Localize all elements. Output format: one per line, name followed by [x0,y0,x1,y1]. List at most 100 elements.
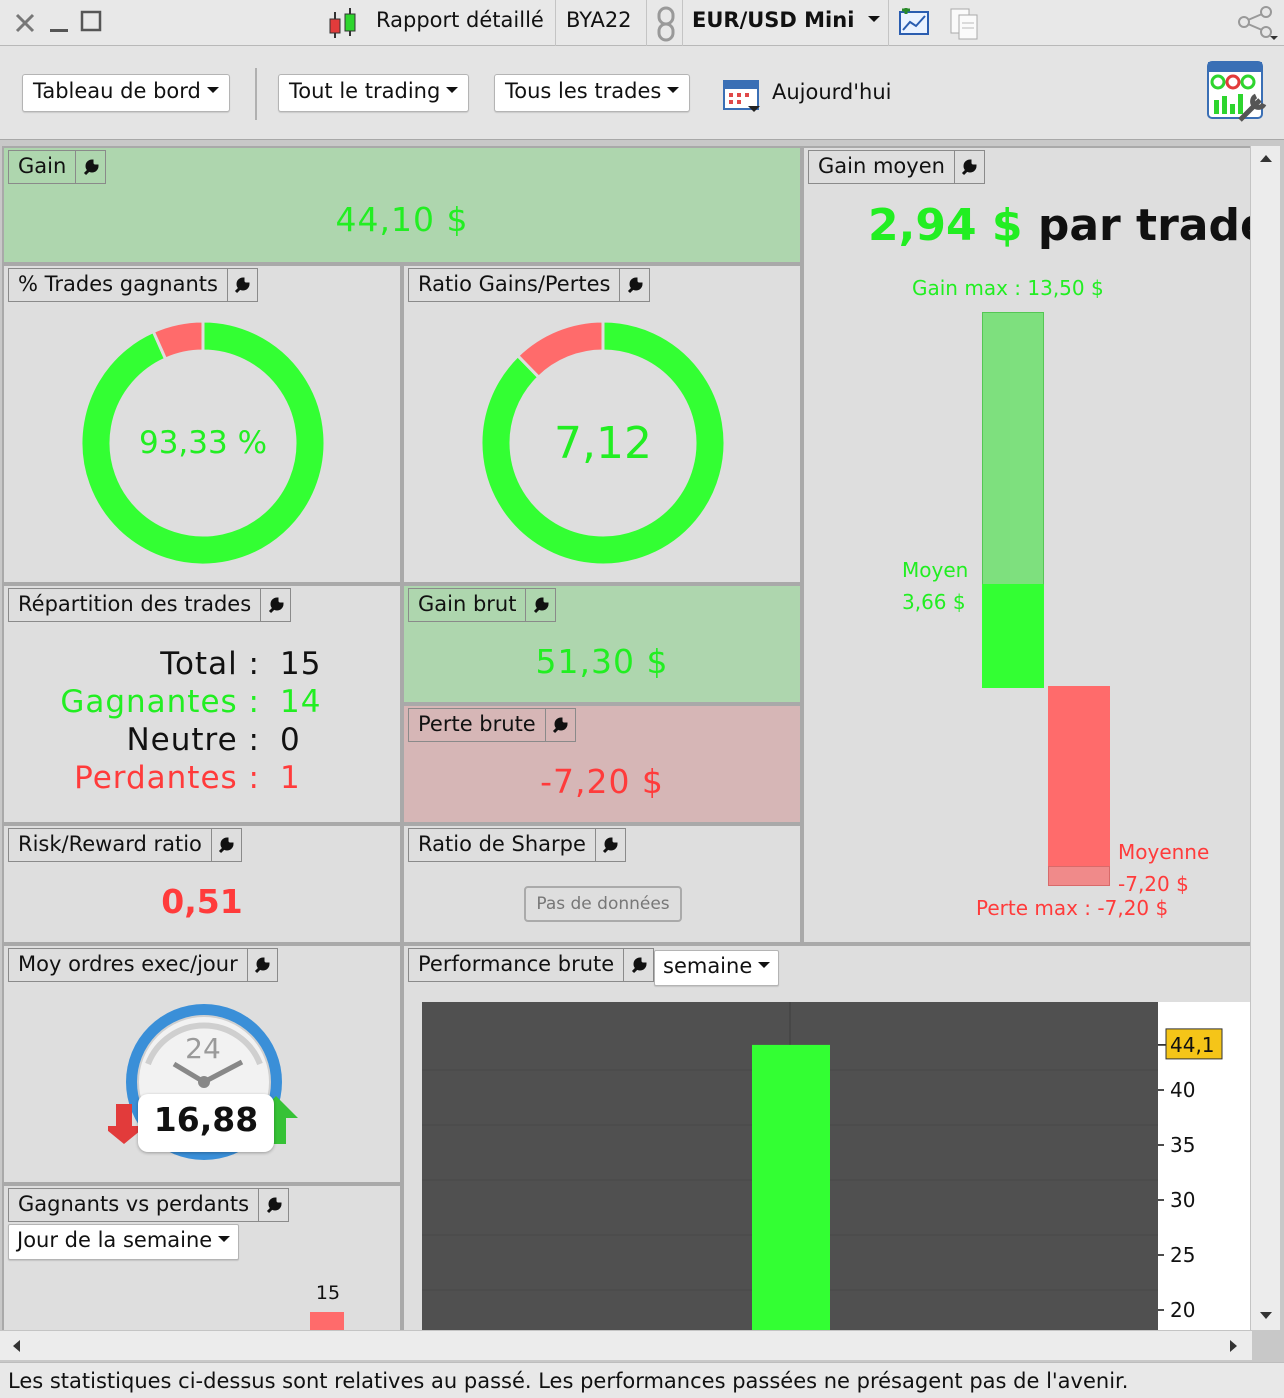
avg-gain-panel: Gain moyen 2,94 $ par trade Gain max : 1… [802,146,1252,944]
max-gain-label: Gain max : 13,50 $ [912,276,1104,300]
winners-value: 14 [280,684,322,720]
vertical-scrollbar[interactable] [1250,146,1280,1330]
toolbar: Tableau de bord Tout le trading Tous les… [0,46,1284,140]
settings-chart-icon[interactable] [1206,60,1270,126]
risk-reward-title: Risk/Reward ratio [18,832,202,856]
performance-chart: 20 25 30 35 40 44,1 [422,1002,1252,1330]
y-tick-label: 40 [1170,1078,1195,1102]
winners-label-cell: Gagnantes : [60,684,260,720]
neutral-label: Neutre [126,722,238,758]
period-dropdown[interactable]: Jour de la semaine [8,1224,240,1260]
losers-bar [310,1312,344,1330]
chevron-down-icon [867,16,880,22]
avg-gain-suffix: par trade [1037,200,1252,251]
avg-orders-value: 16,88 [138,1094,274,1152]
scroll-left-icon[interactable] [10,1338,22,1354]
trading-scope-dropdown[interactable]: Tout le trading [278,74,470,112]
wrench-icon[interactable] [544,709,575,741]
minimize-icon[interactable] [48,12,70,34]
wrench-icon[interactable] [210,829,241,861]
panel-title: Répartition des trades [8,588,292,622]
panel-title: Gagnants vs perdants [8,1188,290,1222]
total-value: 15 [280,646,322,682]
no-data-button[interactable]: Pas de données [524,886,682,922]
avg-loss-bar [1048,686,1110,886]
gross-gain-title: Gain brut [418,592,517,616]
add-chart-icon[interactable] [898,8,932,38]
wrench-icon[interactable] [619,269,649,301]
gain-loss-ratio-panel: Ratio Gains/Pertes 7,12 [402,264,802,584]
avg-gain-headline: 2,94 $ par trade [868,200,1252,251]
avg-gain-title: Gain moyen [818,154,945,178]
wrench-icon[interactable] [953,151,984,183]
wrench-icon[interactable] [246,949,277,981]
panel-title: Perte brute [408,708,576,742]
wrench-icon[interactable] [260,589,290,621]
wrench-icon[interactable] [75,151,105,183]
date-filter-label[interactable]: Aujourd'hui [772,80,892,104]
period-label: Jour de la semaine [17,1228,213,1252]
gain-title: Gain [18,154,67,178]
horizontal-scrollbar[interactable] [0,1330,1252,1360]
gross-loss-value: -7,20 $ [540,762,664,801]
avg-value: 3,66 $ [902,590,966,614]
win-rate-donut: 93,33 % [79,319,327,567]
share-icon[interactable] [1236,6,1280,42]
donut-win-slice [79,319,327,567]
donut-loss-slice [515,319,605,380]
panel-title: Gain moyen [808,150,985,184]
panel-title: Gain brut [408,588,557,622]
document-icon[interactable] [948,6,982,42]
avg-loss-value: -7,20 $ [1118,872,1189,896]
calendar-icon[interactable] [722,76,764,114]
trades-filter-dropdown[interactable]: Tous les trades [494,74,691,112]
gain-loss-ratio-value: 7,12 [554,417,652,469]
instrument-dropdown[interactable]: EUR/USD Mini [692,8,880,32]
performance-title: Performance brute [418,952,615,976]
winners-losers-title: Gagnants vs perdants [18,1192,250,1216]
total-label: Total [160,646,238,682]
dashboard-dropdown[interactable]: Tableau de bord [22,74,230,112]
link-icon[interactable] [655,6,677,42]
account-label[interactable]: BYA22 [566,8,632,32]
gross-gain-panel: Gain brut 51,30 $ [402,584,802,704]
panel-title: Risk/Reward ratio [8,828,242,862]
close-icon[interactable] [14,12,36,34]
bar-label: 15 [315,1282,341,1304]
wrench-icon[interactable] [623,949,653,981]
current-value-label: 44,1 [1170,1033,1215,1057]
gain-panel: Gain 44,10 $ [2,146,802,264]
distribution-title: Répartition des trades [18,592,252,616]
dashboard-label: Tableau de bord [33,79,201,103]
sharpe-panel: Ratio de Sharpe Pas de données [402,824,802,944]
wrench-icon[interactable] [594,829,625,861]
donut-loss-slice [151,319,205,361]
gain-loss-ratio-title: Ratio Gains/Pertes [418,272,611,296]
gain-value: 44,10 $ [335,200,469,239]
scroll-right-icon[interactable] [1228,1338,1240,1354]
chart-bar [752,1044,830,1330]
losers-value: 1 [280,760,301,796]
perf-period-dropdown[interactable]: semaine [654,950,780,986]
panel-title: % Trades gagnants [8,268,258,302]
chevron-down-icon [446,87,459,93]
gain-loss-donut: 7,12 [479,319,727,567]
panel-title: Ratio de Sharpe [408,828,626,862]
scroll-up-icon[interactable] [1258,152,1274,164]
gross-gain-value: 51,30 $ [535,642,669,681]
current-value-badge [1165,1028,1223,1060]
panel-title: Performance brute [408,948,655,982]
chevron-down-icon [218,1236,231,1242]
instrument-label: EUR/USD Mini [692,8,855,32]
max-loss-label: Perte max : -7,20 $ [976,896,1169,920]
wrench-icon[interactable] [258,1189,288,1221]
clock-label: 24 [185,1032,221,1065]
title-bar: Rapport détaillé BYA22 EUR/USD Mini [0,0,1284,46]
y-tick-label: 20 [1170,1298,1195,1322]
avg-gain-value: 2,94 $ [868,200,1023,251]
avg-loss-label: Moyenne [1118,840,1210,864]
maximize-icon[interactable] [80,10,102,32]
wrench-icon[interactable] [226,269,257,301]
wrench-icon[interactable] [525,589,555,621]
scroll-down-icon[interactable] [1258,1310,1274,1322]
